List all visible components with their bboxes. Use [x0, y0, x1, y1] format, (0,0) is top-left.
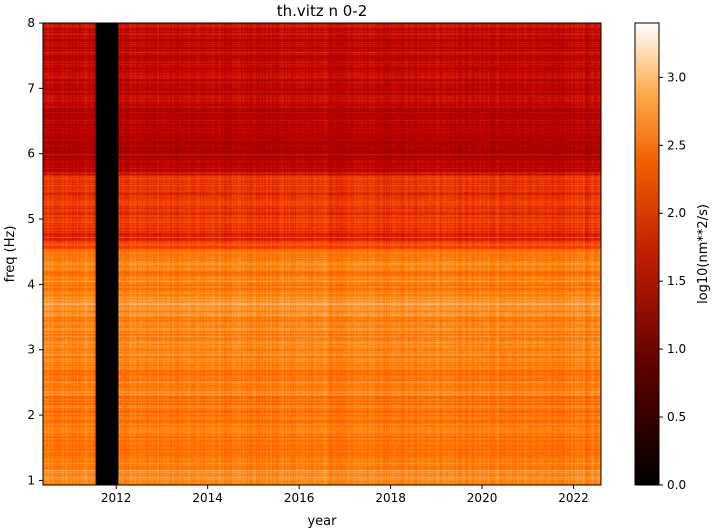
y-axis: 1 2 3 4 5 6 7 8: [27, 16, 43, 487]
x-axis-label: year: [307, 514, 337, 529]
colorbar-tick-label: 0.5: [667, 410, 686, 424]
plot-frame: [42, 22, 602, 486]
y-tick-label: 7: [27, 81, 35, 95]
y-tick-label: 1: [27, 473, 35, 487]
colorbar-tick-label: 1.5: [667, 274, 686, 288]
colorbar: [634, 22, 660, 486]
y-tick-label: 3: [27, 343, 35, 357]
colorbar-tick-label: 3.0: [667, 70, 686, 84]
colorbar-tick-label: 0.0: [667, 478, 686, 492]
x-tick-label: 2012: [101, 491, 132, 505]
y-tick-label: 2: [27, 408, 35, 422]
x-tick-label: 2022: [558, 491, 589, 505]
chart-title: th.vitz n 0-2: [277, 2, 368, 20]
y-axis-label: freq (Hz): [3, 226, 18, 283]
y-tick-label: 5: [27, 212, 35, 226]
x-tick-label: 2016: [284, 491, 315, 505]
colorbar-axis: 0.0 0.5 1.0 1.5 2.0 2.5 3.0: [659, 70, 686, 492]
colorbar-tick-label: 1.0: [667, 342, 686, 356]
heatmap-image: [43, 23, 601, 485]
y-tick-label: 6: [27, 147, 35, 161]
x-axis: 2012 2014 2016 2018 2020 2022: [101, 485, 589, 505]
x-tick-label: 2018: [375, 491, 406, 505]
colorbar-tick-label: 2.0: [667, 206, 686, 220]
colorbar-label: log10(nm**2/s): [696, 204, 711, 304]
y-tick-label: 4: [27, 277, 35, 291]
data-gap: [95, 23, 119, 485]
spectrogram-heatmap: [43, 23, 601, 485]
y-tick-label: 8: [27, 16, 35, 30]
x-tick-label: 2020: [467, 491, 498, 505]
colorbar-tick-label: 2.5: [667, 138, 686, 152]
x-tick-label: 2014: [192, 491, 223, 505]
